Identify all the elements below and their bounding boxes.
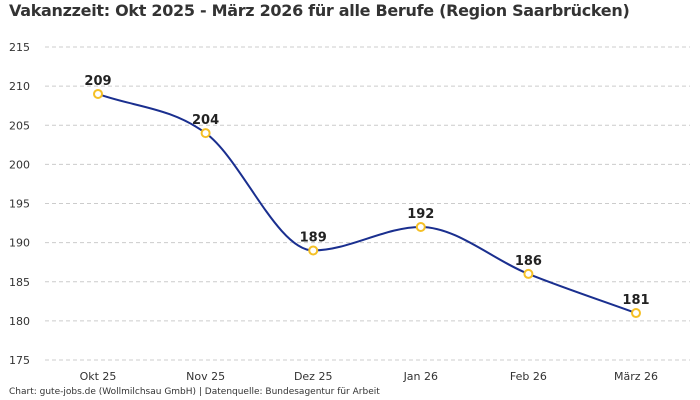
data-point xyxy=(631,308,641,319)
data-label: 192 xyxy=(407,207,434,222)
data-point xyxy=(93,88,103,99)
y-tick-label: 200 xyxy=(9,158,30,171)
y-tick-label: 210 xyxy=(9,80,30,93)
y-tick-label: 205 xyxy=(9,119,30,132)
y-tick-label: 195 xyxy=(9,198,30,211)
y-tick-label: 185 xyxy=(9,276,30,289)
data-label: 181 xyxy=(622,293,649,308)
data-label: 204 xyxy=(192,113,219,128)
x-tick-label: März 26 xyxy=(614,370,658,383)
y-tick-label: 215 xyxy=(9,41,30,54)
data-label: 209 xyxy=(84,74,111,89)
x-tick-label: Okt 25 xyxy=(80,370,117,383)
y-tick-label: 175 xyxy=(9,354,30,367)
y-tick-label: 190 xyxy=(9,237,30,250)
chart-footer: Chart: gute-jobs.de (Wollmilchsau GmbH) … xyxy=(9,387,380,397)
x-tick-label: Dez 25 xyxy=(294,370,333,383)
data-point xyxy=(200,128,211,139)
chart-title: Vakanzzeit: Okt 2025 - März 2026 für all… xyxy=(9,1,630,20)
data-point xyxy=(523,268,534,279)
x-tick-label: Nov 25 xyxy=(186,370,225,383)
data-point xyxy=(308,245,319,256)
x-tick-label: Feb 26 xyxy=(510,370,547,383)
y-tick-label: 180 xyxy=(9,315,30,328)
data-point xyxy=(415,221,426,232)
data-label: 189 xyxy=(300,230,327,245)
data-label: 186 xyxy=(515,254,542,269)
series-line xyxy=(97,93,637,314)
x-tick-label: Jan 26 xyxy=(403,370,438,383)
